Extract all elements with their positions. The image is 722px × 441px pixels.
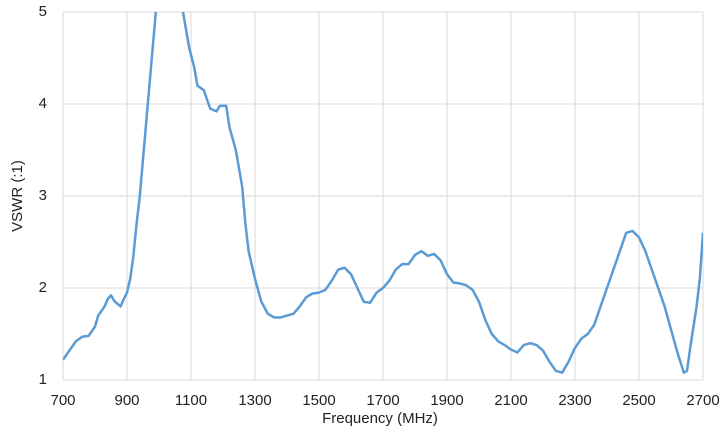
x-axis-label: Frequency (MHz) xyxy=(322,410,438,427)
y-tick-label: 1 xyxy=(39,371,47,388)
x-tick-label: 2500 xyxy=(622,392,655,409)
x-tick-label: 1300 xyxy=(238,392,271,409)
y-tick-label: 2 xyxy=(39,279,47,296)
y-tick-label: 4 xyxy=(39,95,47,112)
x-tick-label: 1500 xyxy=(302,392,335,409)
data-line xyxy=(63,12,703,374)
x-tick-label: 2700 xyxy=(686,392,719,409)
x-tick-label: 2300 xyxy=(558,392,591,409)
x-tick-label: 1100 xyxy=(175,392,207,409)
x-tick-label: 1700 xyxy=(366,392,399,409)
x-tick-label: 900 xyxy=(114,392,139,409)
x-tick-label: 2100 xyxy=(494,392,527,409)
y-tick-label: 3 xyxy=(39,187,47,204)
x-tick-label: 1900 xyxy=(430,392,463,409)
y-tick-label: 5 xyxy=(39,3,47,20)
x-tick-label: 700 xyxy=(50,392,75,409)
y-axis-label: VSWR (:1) xyxy=(9,160,26,232)
